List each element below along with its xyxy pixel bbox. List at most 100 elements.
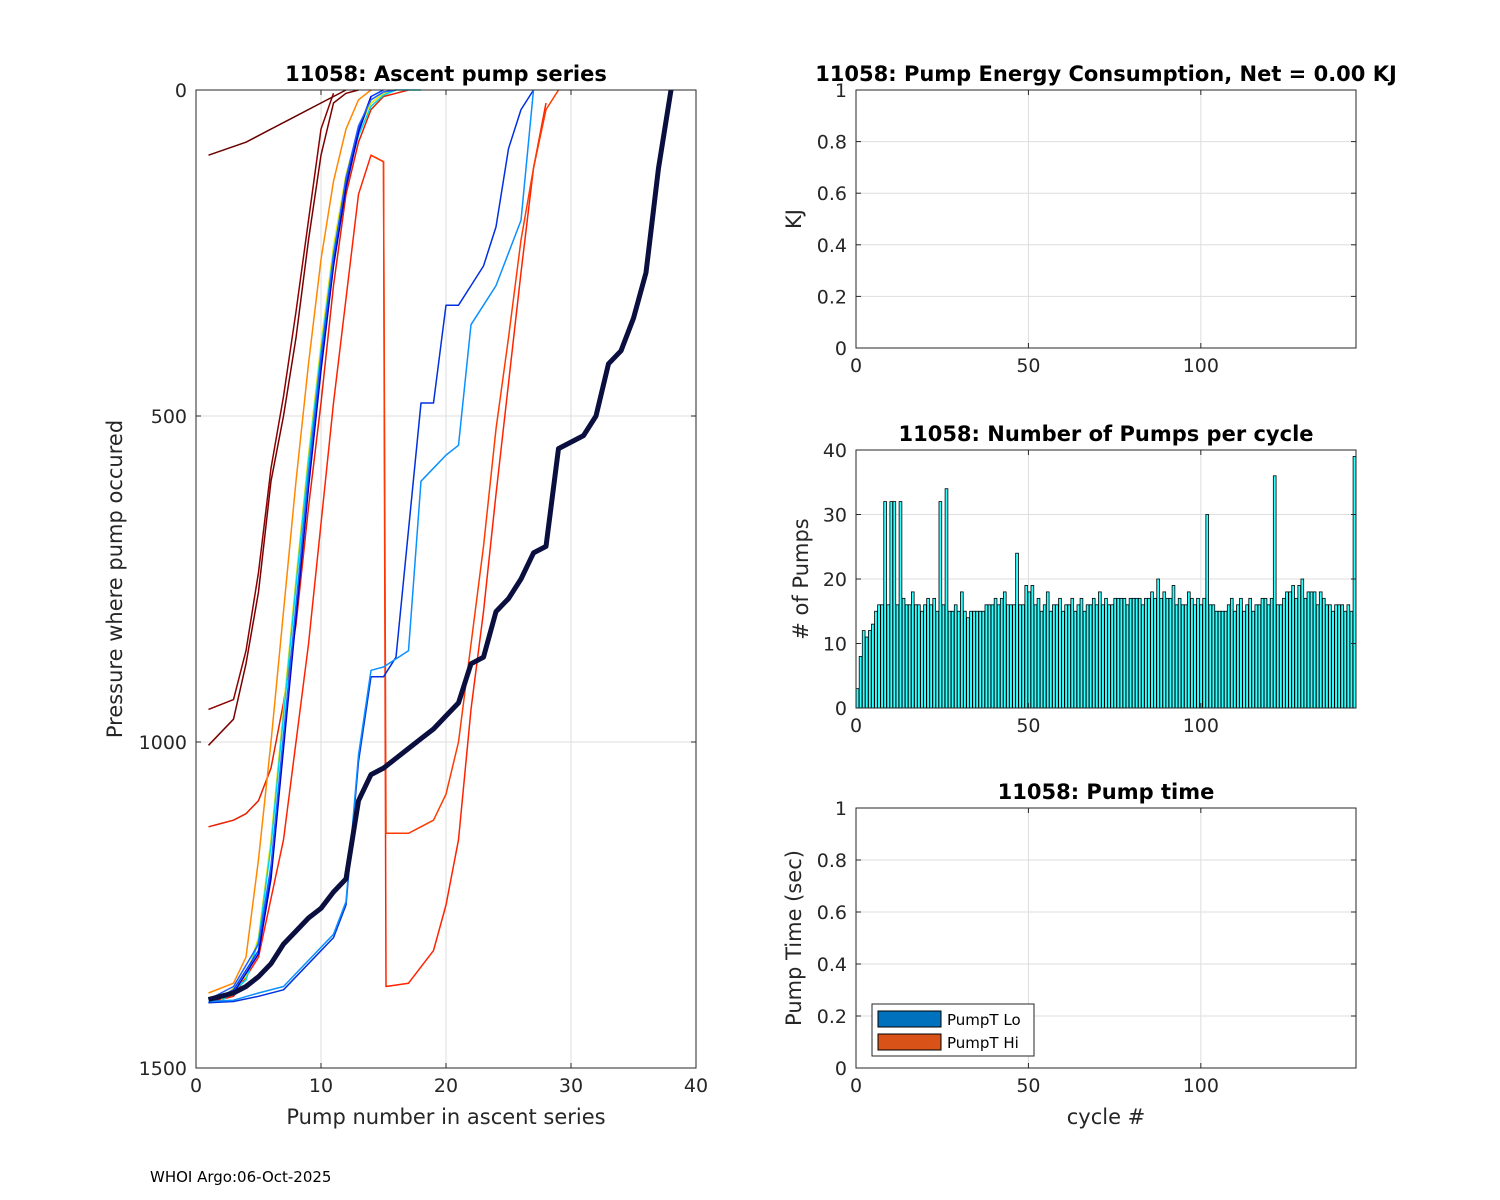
bar [1233, 610, 1237, 709]
bar [861, 630, 866, 709]
series-line-profile-blue-b [208, 96, 372, 1004]
y-tick-label: 0 [835, 338, 847, 360]
bar [984, 604, 989, 709]
y-axis-label: KJ [782, 209, 806, 229]
x-tick-label: 100 [1183, 1075, 1219, 1097]
bar [871, 623, 875, 709]
axes-frame [855, 89, 1357, 349]
bar [1309, 591, 1314, 709]
bar [1223, 610, 1228, 709]
y-tick-label: 0.8 [817, 132, 847, 154]
bar [1141, 604, 1145, 709]
series-line-profile-thick [207, 89, 674, 1002]
bar [944, 488, 949, 709]
bar [898, 501, 903, 709]
bar [1030, 585, 1035, 709]
bar [1269, 597, 1274, 709]
y-tick-label: 0.8 [817, 850, 847, 872]
bar [1331, 610, 1335, 709]
x-tick-label: 50 [1016, 355, 1040, 377]
bar [1107, 604, 1111, 709]
y-tick-label: 1 [835, 798, 847, 820]
bar [1337, 604, 1341, 709]
y-axis-label: Pressure where pump occured [103, 420, 127, 738]
bar [858, 656, 863, 709]
y-tick-label: 0.2 [817, 286, 847, 308]
bar [987, 604, 992, 709]
bar [1058, 597, 1062, 709]
bar [1196, 597, 1200, 709]
pumptime-chart: 11058: Pump time 0 50 100 0 0.2 0.4 0.6 0.8 1 cy… [782, 780, 1357, 1129]
bar [1070, 597, 1075, 709]
bar [938, 501, 943, 709]
y-tick-label: 1 [835, 80, 847, 102]
bar [1082, 610, 1087, 709]
bar [966, 617, 970, 709]
bar [1061, 610, 1065, 709]
bar [1006, 604, 1010, 709]
bar [947, 610, 952, 709]
bar [1226, 604, 1231, 709]
y-tick-label: 500 [151, 406, 187, 428]
y-tick-label: 10 [823, 634, 847, 656]
x-tick-label: 10 [309, 1075, 333, 1097]
bar [1199, 604, 1203, 709]
bar-group [855, 456, 1357, 709]
bar [1064, 604, 1068, 709]
bar [1220, 610, 1225, 709]
bar [1174, 604, 1179, 709]
bar [1137, 597, 1142, 709]
legend-swatch-lo [877, 1010, 942, 1028]
bar [1257, 604, 1262, 709]
bar [972, 610, 976, 709]
energy-chart: 11058: Pump Energy Consumption, Net = 0.… [782, 62, 1397, 377]
bar [1328, 604, 1332, 709]
bar [1009, 604, 1013, 709]
bar [926, 597, 930, 709]
bar [1349, 610, 1354, 709]
y-tick-label: 0.4 [817, 954, 847, 976]
x-axis-label: cycle # [1067, 1105, 1146, 1129]
bar [904, 604, 909, 709]
bar [895, 604, 900, 709]
axes-frame [855, 807, 1357, 1069]
series-line-profile-orange [208, 89, 372, 994]
bar [1012, 604, 1016, 709]
bar [1052, 604, 1056, 709]
bar [868, 630, 872, 709]
bar [975, 610, 979, 709]
bar [1055, 604, 1059, 709]
bar [920, 610, 924, 709]
bar [1088, 604, 1093, 709]
bar [1303, 597, 1308, 709]
bar [1334, 604, 1338, 709]
series-line-profile-red-c [370, 89, 560, 835]
bar [953, 604, 958, 709]
bar [1116, 597, 1121, 709]
chart-title: 11058: Ascent pump series [285, 62, 607, 86]
x-tick-label: 20 [434, 1075, 458, 1097]
x-tick-label: 40 [684, 1075, 708, 1097]
y-tick-label: 20 [823, 569, 847, 591]
bar [1119, 597, 1124, 709]
footer-label: WHOI Argo:06-Oct-2025 [150, 1168, 331, 1186]
bar [1288, 591, 1292, 709]
bar [1039, 610, 1044, 709]
y-tick-label: 0.6 [817, 183, 847, 205]
bar [1291, 585, 1295, 709]
bar [1076, 604, 1081, 709]
bar [1322, 597, 1326, 709]
bar [1091, 597, 1096, 709]
series-line-profile-red-b [208, 102, 547, 1004]
bar [1294, 597, 1298, 709]
bar [1183, 604, 1188, 709]
bar [1067, 604, 1071, 709]
bar [1343, 610, 1348, 709]
bar [1285, 591, 1289, 709]
bar [877, 604, 881, 709]
bar [1036, 597, 1041, 709]
bar [1260, 597, 1265, 709]
bar [1352, 456, 1357, 709]
bar [1150, 591, 1154, 709]
legend: PumpT Lo PumpT Hi [871, 1003, 1035, 1057]
